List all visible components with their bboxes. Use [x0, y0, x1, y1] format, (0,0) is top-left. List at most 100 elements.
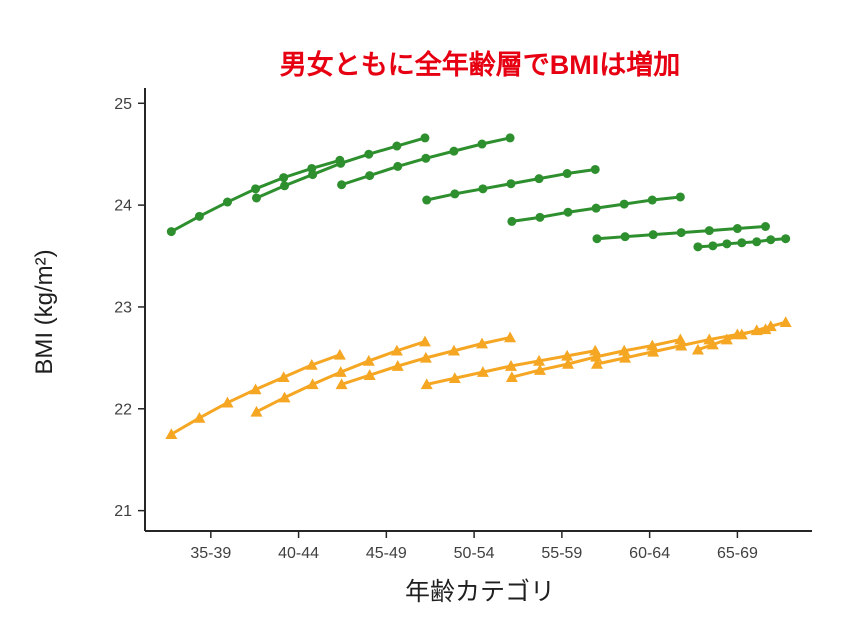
data-point-triangle: [277, 371, 290, 383]
data-point-triangle: [504, 331, 517, 343]
data-point-triangle: [390, 344, 403, 356]
data-point-triangle: [278, 391, 291, 403]
data-point-triangle: [448, 372, 461, 384]
y-tick-label: 24: [114, 198, 132, 215]
data-point-circle: [420, 133, 430, 143]
data-point-triangle: [561, 349, 574, 361]
data-point-circle: [364, 149, 374, 159]
data-point-circle: [592, 234, 602, 244]
data-point-triangle: [420, 378, 433, 390]
data-point-triangle: [706, 338, 719, 350]
x-tick-label: 50-54: [454, 545, 495, 562]
data-point-circle: [704, 226, 714, 236]
data-point-circle: [752, 237, 762, 247]
data-point-triangle: [193, 411, 206, 423]
data-point-triangle: [691, 343, 704, 355]
data-point-triangle: [165, 428, 178, 440]
x-tick-label: 45-49: [366, 545, 407, 562]
data-point-circle: [222, 197, 232, 207]
x-axis-title: 年齢カテゴリ: [405, 578, 555, 606]
data-point-triangle: [618, 344, 631, 356]
data-point-triangle: [674, 333, 687, 345]
data-point-triangle: [418, 335, 431, 347]
y-tick-label: 21: [114, 503, 132, 520]
data-point-triangle: [590, 350, 603, 362]
data-point-circle: [562, 169, 572, 179]
data-point-triangle: [476, 366, 489, 377]
data-point-triangle: [720, 333, 733, 345]
data-point-circle: [693, 242, 703, 252]
data-point-circle: [781, 234, 791, 244]
data-point-triangle: [647, 345, 660, 357]
data-point-circle: [280, 181, 290, 191]
data-point-circle: [337, 180, 347, 190]
data-point-triangle: [419, 351, 432, 363]
data-point-circle: [676, 228, 686, 238]
data-point-circle: [477, 139, 487, 149]
data-point-circle: [308, 170, 318, 180]
data-point-circle: [392, 141, 402, 151]
data-point-circle: [506, 179, 516, 189]
data-point-triangle: [589, 344, 602, 356]
data-point-triangle: [250, 405, 263, 417]
data-point-triangle: [533, 364, 546, 375]
data-point-triangle: [306, 378, 319, 390]
data-point-circle: [590, 164, 600, 174]
data-point-triangle: [333, 348, 346, 360]
data-point-triangle: [619, 351, 632, 363]
data-point-triangle: [764, 320, 777, 332]
data-point-circle: [732, 224, 742, 234]
x-tick-label: 55-59: [541, 545, 582, 562]
data-point-triangle: [504, 360, 517, 371]
data-point-triangle: [447, 344, 460, 356]
data-point-triangle: [221, 396, 234, 408]
y-tick-label: 23: [114, 299, 132, 316]
data-point-circle: [737, 238, 747, 248]
data-point-circle: [722, 239, 732, 249]
data-point-circle: [251, 193, 261, 203]
x-tick-label: 35-39: [190, 545, 231, 562]
data-point-circle: [251, 184, 261, 194]
data-point-circle: [365, 171, 375, 181]
data-point-circle: [563, 207, 573, 217]
data-point-triangle: [675, 339, 688, 351]
data-point-circle: [534, 174, 544, 184]
data-point-triangle: [779, 316, 792, 328]
data-point-circle: [422, 195, 432, 205]
data-point-triangle: [735, 328, 748, 340]
x-tick-label: 40-44: [278, 545, 319, 562]
data-point-triangle: [362, 354, 375, 366]
data-point-triangle: [334, 366, 347, 377]
data-point-triangle: [305, 359, 318, 370]
data-point-triangle: [335, 378, 348, 390]
data-point-triangle: [249, 383, 262, 395]
x-tick-label: 60-64: [629, 545, 670, 562]
data-point-triangle: [533, 354, 546, 366]
data-point-triangle: [391, 360, 404, 371]
data-point-circle: [450, 189, 460, 199]
data-point-circle: [708, 241, 718, 251]
data-point-circle: [766, 235, 776, 245]
data-point-circle: [648, 230, 658, 240]
data-point-circle: [591, 203, 601, 213]
y-tick-label: 22: [114, 401, 132, 418]
data-point-circle: [194, 211, 204, 221]
data-point-circle: [166, 227, 176, 237]
data-point-circle: [336, 158, 346, 168]
data-point-triangle: [750, 324, 763, 336]
data-point-circle: [535, 212, 545, 222]
data-point-triangle: [646, 339, 659, 351]
data-point-circle: [478, 184, 488, 194]
data-point-circle: [507, 216, 517, 226]
data-point-triangle: [476, 337, 489, 349]
data-point-circle: [619, 199, 629, 209]
y-axis-title: BMI (kg/m²): [31, 249, 58, 374]
data-point-circle: [393, 161, 403, 171]
data-point-triangle: [590, 357, 603, 369]
data-point-circle: [620, 232, 630, 242]
data-point-triangle: [505, 371, 518, 383]
data-point-circle: [421, 153, 431, 163]
plot-area: 21 22 23 24 25 35-39 40-44 45-49 50-54 55-59 60-64…: [114, 88, 812, 562]
x-tick-label: 65-69: [717, 545, 758, 562]
